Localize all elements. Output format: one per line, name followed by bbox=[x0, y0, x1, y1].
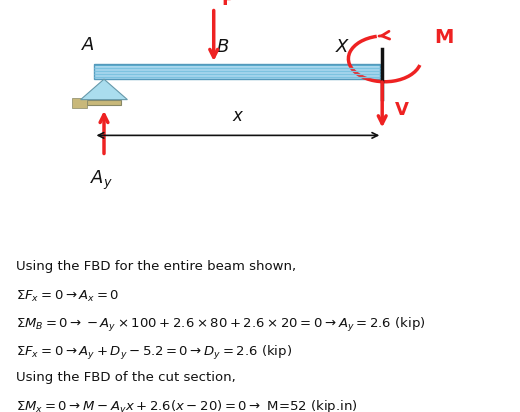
Text: P: P bbox=[222, 0, 235, 9]
Text: $\Sigma M_x=0\rightarrow M-A_y x+2.6(x-20)=0\rightarrow$ M=52 (kip.in): $\Sigma M_x=0\rightarrow M-A_y x+2.6(x-2… bbox=[16, 399, 357, 412]
Bar bbox=[94, 64, 380, 66]
Bar bbox=[87, 100, 121, 105]
Text: $A$: $A$ bbox=[82, 36, 95, 54]
Text: $\Sigma F_x=0\rightarrow A_y+D_y-5.2=0\rightarrow D_y=2.6$ (kip): $\Sigma F_x=0\rightarrow A_y+D_y-5.2=0\r… bbox=[16, 344, 292, 363]
Text: Using the FBD for the entire beam shown,: Using the FBD for the entire beam shown, bbox=[16, 260, 296, 274]
Text: $B$: $B$ bbox=[216, 38, 229, 56]
Text: $x$: $x$ bbox=[232, 108, 244, 125]
Bar bbox=[72, 98, 87, 108]
Text: Using the FBD of the cut section,: Using the FBD of the cut section, bbox=[16, 371, 236, 384]
Bar bbox=[94, 64, 380, 79]
Text: $\Sigma F_x=0\rightarrow A_x=0$: $\Sigma F_x=0\rightarrow A_x=0$ bbox=[16, 288, 119, 304]
Text: V: V bbox=[395, 101, 409, 119]
Text: $A_y$: $A_y$ bbox=[90, 169, 113, 192]
Text: $X$: $X$ bbox=[335, 38, 351, 56]
Text: M: M bbox=[434, 28, 453, 47]
Text: $\Sigma M_B=0\rightarrow -A_y\times100+2.6\times80+2.6\times20=0\rightarrow A_y=: $\Sigma M_B=0\rightarrow -A_y\times100+2… bbox=[16, 316, 425, 335]
Polygon shape bbox=[81, 79, 127, 100]
Bar bbox=[94, 64, 380, 79]
